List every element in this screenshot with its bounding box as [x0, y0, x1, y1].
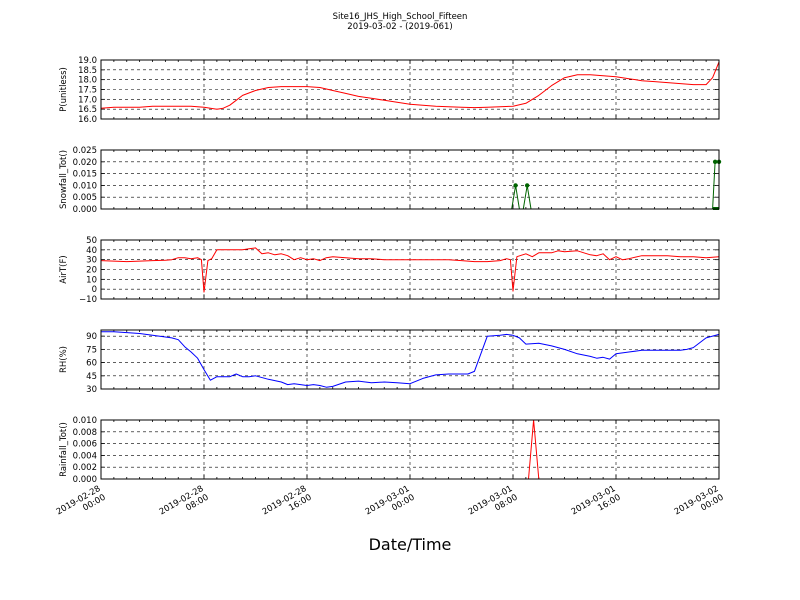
axes-frame: [100, 329, 720, 390]
y-tick-label: 17.5: [78, 86, 97, 96]
y-tick-label: 30: [86, 256, 97, 266]
axes-frame: [100, 239, 720, 300]
y-tick-label: 0.005: [73, 193, 97, 203]
y-tick-label: 0.010: [73, 416, 97, 426]
series-line: [101, 161, 719, 210]
y-tick-label: 0.000: [73, 475, 97, 485]
y-tick-label: 19.0: [78, 56, 97, 66]
panel-2: 0.000 0.005 0.0100.015 0.020 0.025 Snowfall_T…: [59, 146, 722, 215]
y-tick-label: 30: [86, 385, 97, 395]
series-line: [100, 61, 720, 110]
y-tick-label: 0.002: [73, 463, 97, 473]
panels: 16.016.517.017.518.018.519.0 P(unitless) 0…: [59, 56, 722, 485]
y-tick-label: 0.025: [73, 146, 97, 156]
y-tick-label: 0.004: [73, 451, 97, 461]
y-axis-label: RH(%): [59, 346, 69, 373]
y-axis-label: AirT(F): [59, 255, 69, 283]
panel-1: 16.016.517.017.518.018.519.0 P(unitless): [59, 56, 720, 125]
y-tick-label: 45: [86, 372, 97, 382]
y-axis-label: Rainfall_Tot(): [59, 422, 69, 477]
y-tick-label: 16.0: [78, 115, 97, 125]
figure-title-line2: 2019-03-02 - (2019-061): [347, 22, 452, 32]
axes-frame: [100, 59, 720, 120]
y-tick-label: 16.5: [78, 105, 97, 115]
y-tick-label: 10: [86, 275, 97, 285]
figure-title-line1: Site16_JHS_High_School_Fifteen: [333, 12, 468, 22]
axes-frame: [100, 149, 720, 210]
data-point: [513, 183, 518, 188]
y-tick-label: 0.006: [73, 440, 97, 450]
y-tick-label: 18.5: [78, 66, 97, 76]
y-tick-label: 20: [86, 266, 97, 276]
data-point: [524, 183, 530, 188]
y-tick-label: 0.008: [73, 428, 97, 438]
panel-4: 30 45 60 75 90 RH(%): [59, 329, 720, 395]
y-axis-label: P(unitless): [59, 67, 69, 112]
y-tick-label: −10: [79, 295, 97, 305]
y-tick-label: 50: [86, 236, 97, 246]
y-tick-label: 18.0: [78, 76, 97, 86]
y-tick-label: 60: [86, 359, 97, 369]
series-line: [101, 331, 720, 388]
y-axis-label: Snowfall_Tot(): [59, 150, 69, 209]
y-tick-label: 75: [86, 345, 97, 355]
y-tick-label: 90: [86, 332, 97, 342]
y-tick-label: 0.000: [73, 205, 97, 215]
y-tick-label: 40: [86, 246, 97, 256]
axes-frame: [100, 419, 720, 480]
y-tick-label: 0.015: [73, 170, 97, 180]
y-tick-label: 0.010: [73, 181, 97, 191]
y-tick-label: 0: [92, 285, 97, 295]
series-line: [100, 247, 720, 293]
data-point: [712, 159, 718, 164]
y-tick-label: 17.0: [78, 95, 97, 105]
x-axis-label: Date/Time: [369, 535, 452, 554]
y-tick-label: 0.020: [73, 158, 97, 168]
